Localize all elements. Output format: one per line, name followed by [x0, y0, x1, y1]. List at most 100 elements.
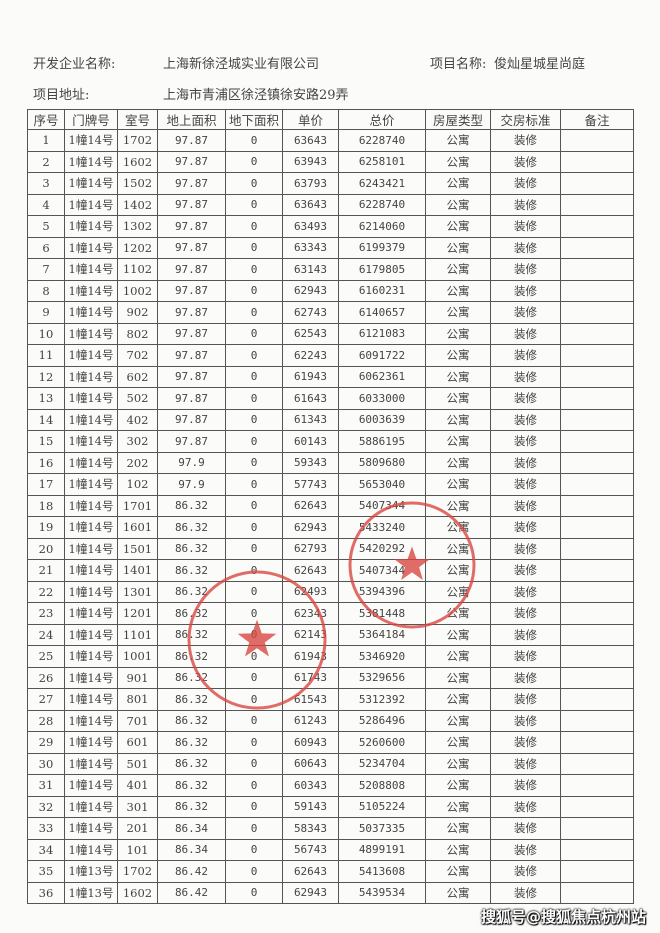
table-cell: 公寓 — [425, 817, 491, 840]
table-row: 14 1幢14号 402 97.87 0 61343 6003639 公寓 装修 — [27, 408, 634, 431]
table-cell: 61243 — [282, 709, 339, 732]
table-cell: 1幢14号 — [64, 279, 118, 302]
table-cell: 装修 — [490, 150, 561, 173]
table-cell: 0 — [225, 451, 283, 474]
table-cell: 6243421 — [338, 172, 426, 195]
table-cell: 装修 — [490, 430, 561, 453]
table-cell: 装修 — [490, 752, 561, 775]
table-row: 34 1幢14号 101 86.34 0 56743 4899191 公寓 装修 — [27, 838, 634, 861]
table-cell: 802 — [117, 322, 158, 345]
table-cell: 0 — [225, 709, 283, 732]
table-cell: 1102 — [117, 258, 158, 281]
table-cell: 60343 — [282, 774, 339, 797]
developer-name: 上海新徐泾城实业有限公司 — [163, 57, 320, 72]
table-cell: 5407344 — [338, 559, 426, 582]
table-cell — [560, 838, 634, 861]
table-cell: 公寓 — [425, 258, 491, 281]
project-name: 俊灿星城星尚庭 — [494, 57, 586, 72]
table-cell: 1幢14号 — [64, 215, 118, 238]
table-cell: 装修 — [490, 860, 561, 883]
table-cell: 公寓 — [425, 881, 491, 904]
table-cell: 97.87 — [157, 430, 226, 453]
table-row: 18 1幢14号 1701 86.32 0 62643 5407344 公寓 装修 — [27, 494, 634, 517]
table-cell: 97.87 — [157, 193, 226, 216]
table-cell: 63143 — [282, 258, 339, 281]
table-row: 16 1幢14号 202 97.9 0 59343 5809680 公寓 装修 — [27, 451, 634, 474]
table-cell: 61543 — [282, 688, 339, 711]
table-cell — [560, 688, 634, 711]
table-cell: 58343 — [282, 817, 339, 840]
table-cell: 97.9 — [157, 451, 226, 474]
table-cell: 装修 — [490, 301, 561, 324]
table-cell: 0 — [225, 279, 283, 302]
table-cell: 0 — [225, 860, 283, 883]
table-cell: 6214060 — [338, 215, 426, 238]
table-cell: 公寓 — [425, 645, 491, 668]
table-cell: 0 — [225, 172, 283, 195]
table-cell: 装修 — [490, 473, 561, 496]
table-cell: 8 — [27, 279, 65, 302]
table-cell: 16 — [27, 451, 65, 474]
table-cell: 装修 — [490, 516, 561, 539]
table-cell: 1701 — [117, 494, 158, 517]
table-cell: 装修 — [490, 408, 561, 431]
table-cell: 30 — [27, 752, 65, 775]
table-row: 13 1幢14号 502 97.87 0 61643 6033000 公寓 装修 — [27, 387, 634, 410]
table-cell: 公寓 — [425, 150, 491, 173]
table-cell: 公寓 — [425, 559, 491, 582]
table-cell: 5413608 — [338, 860, 426, 883]
table-cell: 装修 — [490, 580, 561, 603]
table-cell: 1幢14号 — [64, 666, 118, 689]
table-cell — [560, 301, 634, 324]
column-header: 地下面积 — [225, 109, 283, 130]
table-cell: 0 — [225, 408, 283, 431]
table-cell: 6121083 — [338, 322, 426, 345]
table-cell: 202 — [117, 451, 158, 474]
column-header: 单价 — [282, 109, 339, 130]
table-cell: 97.87 — [157, 279, 226, 302]
table-cell: 1602 — [117, 881, 158, 904]
table-cell: 公寓 — [425, 795, 491, 818]
table-cell: 0 — [225, 344, 283, 367]
table-cell: 97.87 — [157, 172, 226, 195]
table-cell: 0 — [225, 301, 283, 324]
table-cell: 6140657 — [338, 301, 426, 324]
table-row: 15 1幢14号 302 97.87 0 60143 5886195 公寓 装修 — [27, 430, 634, 453]
table-cell — [560, 580, 634, 603]
table-cell: 6228740 — [338, 129, 426, 152]
project-label: 项目名称: — [430, 57, 487, 72]
table-row: 3 1幢14号 1502 97.87 0 63793 6243421 公寓 装修 — [27, 172, 634, 195]
table-cell: 1幢14号 — [64, 236, 118, 259]
table-cell: 装修 — [490, 451, 561, 474]
table-cell: 1幢14号 — [64, 516, 118, 539]
table-cell: 17 — [27, 473, 65, 496]
table-cell: 62793 — [282, 537, 339, 560]
table-cell: 25 — [27, 645, 65, 668]
table-cell: 5260600 — [338, 731, 426, 754]
table-cell: 0 — [225, 215, 283, 238]
table-cell: 装修 — [490, 645, 561, 668]
table-cell: 公寓 — [425, 860, 491, 883]
table-cell: 86.32 — [157, 516, 226, 539]
table-row: 12 1幢14号 602 97.87 0 61943 6062361 公寓 装修 — [27, 365, 634, 388]
table-cell: 0 — [225, 193, 283, 216]
table-cell: 5234704 — [338, 752, 426, 775]
table-cell: 56743 — [282, 838, 339, 861]
table-cell: 公寓 — [425, 516, 491, 539]
table-cell: 公寓 — [425, 731, 491, 754]
table-cell: 5346920 — [338, 645, 426, 668]
table-cell: 1幢14号 — [64, 731, 118, 754]
table-cell: 59143 — [282, 795, 339, 818]
table-cell: 0 — [225, 559, 283, 582]
table-row: 7 1幢14号 1102 97.87 0 63143 6179805 公寓 装修 — [27, 258, 634, 281]
table-row: 27 1幢14号 801 86.32 0 61543 5312392 公寓 装修 — [27, 688, 634, 711]
table-cell: 9 — [27, 301, 65, 324]
table-cell: 86.32 — [157, 795, 226, 818]
table-cell: 0 — [225, 387, 283, 410]
table-cell — [560, 537, 634, 560]
table-cell: 1幢14号 — [64, 473, 118, 496]
table-cell: 86.32 — [157, 752, 226, 775]
table-cell: 60143 — [282, 430, 339, 453]
table-cell: 61743 — [282, 666, 339, 689]
table-cell: 公寓 — [425, 344, 491, 367]
